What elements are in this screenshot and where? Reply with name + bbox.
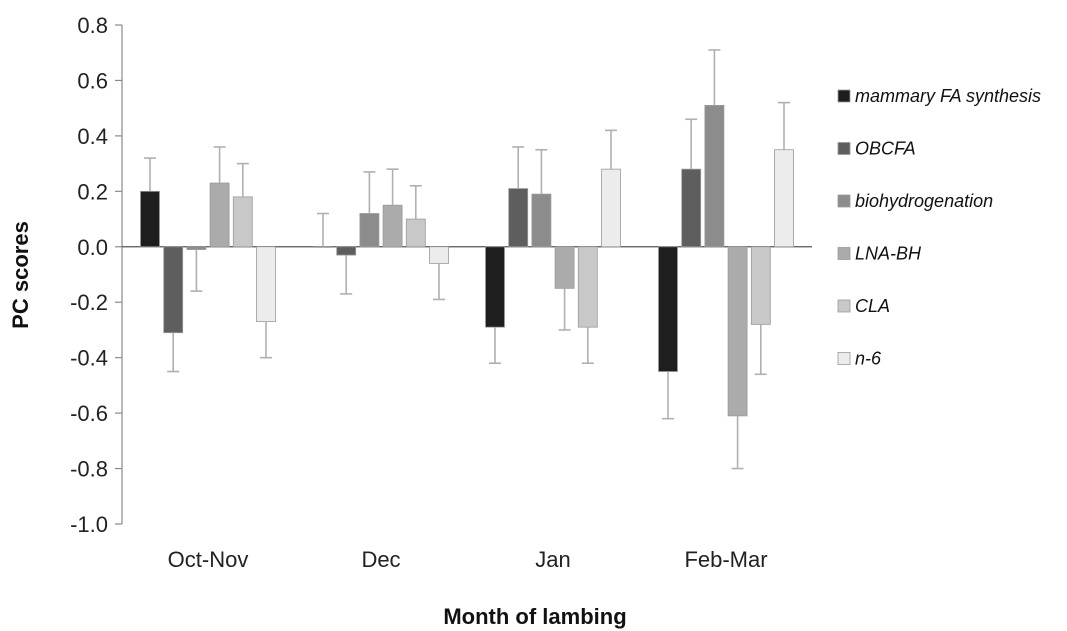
y-tick-label: 0.2 [77, 179, 108, 204]
bar-cla-dec [405, 218, 426, 248]
y-axis-title: PC scores [8, 221, 33, 329]
bar-obcfa-jan [508, 188, 529, 248]
y-tick-label: -1.0 [70, 512, 108, 537]
x-category-label: Oct-Nov [168, 547, 249, 572]
legend: mammary FA synthesis OBCFA biohydrogenatio… [837, 86, 1041, 369]
x-category-label: Dec [361, 547, 400, 572]
tick-labels-layer: 0.8 0.6 0.4 0.2 0.0 -0.2 -0.4 -0.6 -0.8 -1.0 Oct-N… [70, 13, 767, 572]
y-tick-label: 0.0 [77, 235, 108, 260]
x-axis-title: Month of lambing [443, 604, 626, 629]
bar-mammary-fa-synthesis-jan [485, 246, 505, 328]
x-category-label: Jan [535, 547, 570, 572]
bar-n-6-jan [601, 168, 621, 248]
legend-label: CLA [855, 296, 890, 316]
bar-lna-bh-feb-mar [727, 246, 748, 417]
legend-swatch [837, 89, 851, 103]
bar-mammary-fa-synthesis-oct-nov [140, 190, 160, 248]
legend-swatch [837, 194, 851, 208]
y-tick-label: 0.8 [77, 13, 108, 38]
legend-label: mammary FA synthesis [855, 86, 1041, 106]
x-category-label: Feb-Mar [684, 547, 767, 572]
legend-swatch [837, 352, 851, 365]
legend-label: biohydrogenation [855, 191, 993, 211]
legend-label: LNA-BH [855, 244, 922, 264]
axes-layer [115, 24, 812, 525]
bar-mammary-fa-synthesis-dec [313, 246, 333, 248]
y-tick-label: -0.8 [70, 457, 108, 482]
bar-cla-oct-nov [232, 196, 253, 248]
bar-obcfa-oct-nov [163, 246, 184, 334]
bar-biohydrogenation-jan [531, 193, 552, 248]
error-bars-layer [144, 49, 790, 470]
legend-label: OBCFA [855, 139, 916, 159]
legend-label: n-6 [855, 349, 882, 369]
y-tick-label: -0.2 [70, 290, 108, 315]
bar-n-6-feb-mar [774, 149, 794, 248]
bar-cla-feb-mar [750, 246, 771, 325]
bar-mammary-fa-synthesis-feb-mar [658, 246, 678, 372]
y-tick-label: -0.4 [70, 346, 108, 371]
legend-swatch [837, 247, 851, 260]
legend-swatch [837, 299, 851, 313]
bars-layer [140, 104, 794, 417]
bar-lna-bh-oct-nov [209, 182, 230, 248]
bar-biohydrogenation-oct-nov [186, 246, 207, 250]
bar-n-6-oct-nov [256, 246, 276, 323]
bar-biohydrogenation-feb-mar [704, 104, 725, 248]
y-tick-label: -0.6 [70, 401, 108, 426]
bar-n-6-dec [429, 246, 449, 264]
y-tick-label: 0.4 [77, 124, 108, 149]
bar-lna-bh-jan [554, 246, 575, 289]
bar-obcfa-feb-mar [681, 168, 702, 248]
bar-obcfa-dec [336, 246, 357, 256]
bar-cla-jan [577, 246, 598, 328]
legend-swatch [837, 142, 851, 155]
y-tick-label: 0.6 [77, 68, 108, 93]
bar-biohydrogenation-dec [359, 213, 380, 248]
bar-lna-bh-dec [382, 204, 403, 248]
